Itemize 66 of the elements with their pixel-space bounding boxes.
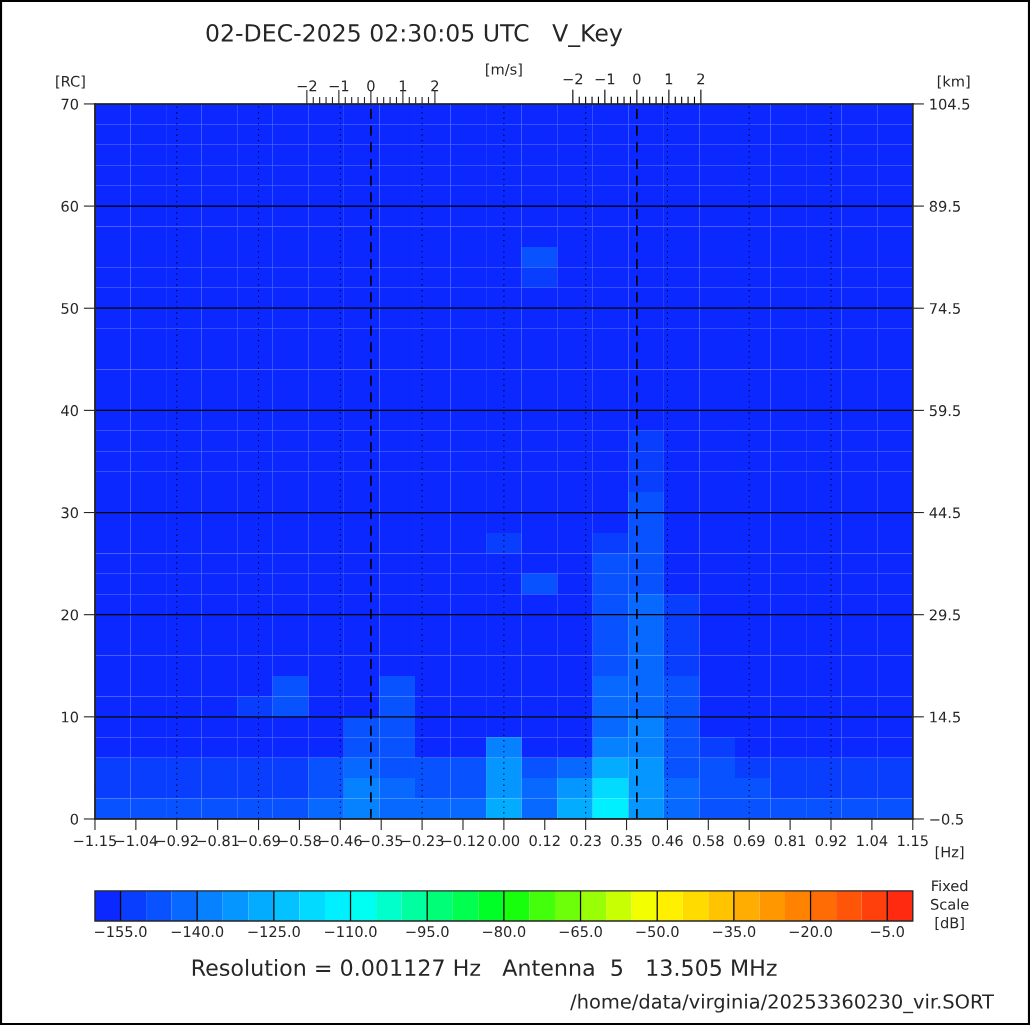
y2-tick-label: 74.5 xyxy=(929,303,960,314)
x-tick-label: −1.04 xyxy=(115,835,158,847)
color-bar-label: −155.0 xyxy=(95,926,147,938)
color-bar-label: −50.0 xyxy=(636,926,679,938)
y2-tick-label: 104.5 xyxy=(930,98,970,110)
color-bar-label: −125.0 xyxy=(248,926,300,938)
y-tick-label: 20 xyxy=(61,609,79,621)
text: −2 xyxy=(563,73,583,85)
y2-tick-label: 14.5 xyxy=(930,711,960,723)
color-bar-label: −5.0 xyxy=(871,926,904,938)
color-bar-label: −80.0 xyxy=(483,926,526,938)
x-tick-label: −0.23 xyxy=(401,835,444,847)
y-axis-title: [RC] xyxy=(56,75,85,89)
y-tick-label: 10 xyxy=(62,711,79,723)
x-tick-label: −1.15 xyxy=(74,835,117,847)
text: 2 xyxy=(697,73,705,85)
y2-axis-title: [km] xyxy=(937,75,970,89)
y-tick-label: 60 xyxy=(61,200,79,212)
text: −1 xyxy=(595,73,615,85)
y-tick-label: 0 xyxy=(70,813,79,825)
x-tick-label: 0.12 xyxy=(529,835,560,847)
y2-tick-label: 29.5 xyxy=(929,609,960,621)
y-tick-label: 70 xyxy=(61,98,79,110)
y2-tick-label: 89.5 xyxy=(929,200,960,212)
color-bar-label: −35.0 xyxy=(713,926,756,938)
y2-tick-label: −0.5 xyxy=(930,813,963,825)
color-bar-label: −20.0 xyxy=(789,926,832,938)
x-tick-label: −0.12 xyxy=(442,835,484,847)
x2-tick-label: −2 xyxy=(297,80,317,92)
color-bar-label: −140.0 xyxy=(171,926,224,938)
x-tick-label: 1.04 xyxy=(857,835,888,847)
x-tick-label: −0.92 xyxy=(155,835,198,847)
x2-tick-label: −1 xyxy=(329,80,349,92)
x2-tick-label: 0 xyxy=(367,80,375,92)
y-tick-label: 30 xyxy=(61,507,79,519)
x-tick-label: 0.46 xyxy=(652,835,683,847)
x-tick-label: 0.35 xyxy=(611,835,642,847)
x-tick-label: 0.00 xyxy=(488,835,520,847)
text: 1 xyxy=(665,73,673,85)
x-tick-label: −0.46 xyxy=(319,835,362,847)
x-tick-label: −0.69 xyxy=(237,835,280,847)
x-tick-label: −0.81 xyxy=(196,835,239,847)
chart-title: 02-DEC-2025 02:30:05 UTC V_Key xyxy=(206,23,623,47)
x2-tick-label: 2 xyxy=(431,80,439,92)
text: Resolution = 0.001127 Hz Antenna 5 13.505 MHz xyxy=(192,958,777,977)
x-tick-label: −0.58 xyxy=(278,835,321,847)
x-tick-label: −0.35 xyxy=(360,835,403,847)
x-tick-label: 1.15 xyxy=(898,835,928,847)
x-axis-title: [Hz] xyxy=(935,846,964,860)
text: /home/data/virginia/20253360230_vir.SORT xyxy=(570,993,994,1014)
color-bar-label: −110.0 xyxy=(325,926,377,938)
x-tick-label: 0.92 xyxy=(815,835,846,847)
x-tick-label: 0.69 xyxy=(733,835,765,847)
x-tick-label: 0.23 xyxy=(570,835,601,847)
y-tick-label: 50 xyxy=(61,302,79,314)
y-tick-label: 40 xyxy=(61,405,79,417)
y2-tick-label: 59.5 xyxy=(929,405,960,417)
x2-tick-label: 1 xyxy=(399,80,407,92)
x-tick-label: 0.81 xyxy=(774,835,805,847)
x-tick-label: 0.58 xyxy=(693,835,724,847)
color-bar-title: Fixed Scale [dB] xyxy=(931,879,969,931)
y2-tick-label: 44.5 xyxy=(929,507,960,519)
x2-axis-title: [m/s] xyxy=(486,63,522,77)
color-bar-label: −65.0 xyxy=(559,926,602,938)
annotation: 0 xyxy=(633,73,641,85)
color-bar-label: −95.0 xyxy=(406,926,449,938)
